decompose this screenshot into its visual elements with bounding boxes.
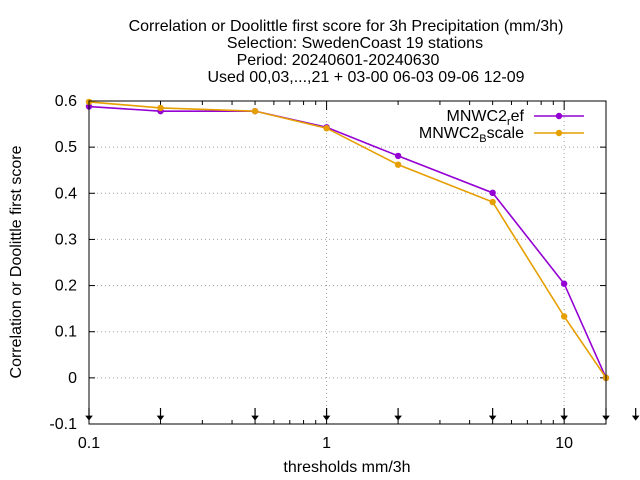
x-axis-ticks: 0.1 1 10	[78, 101, 573, 452]
series-line-2	[88, 101, 607, 379]
series-2-point	[157, 104, 164, 112]
title-line-1: Correlation or Doolittle first score for…	[129, 18, 564, 35]
y-tick-label: 0.6	[55, 93, 77, 110]
title-line-4: Used 00,03,...,21 + 03-00 06-03 09-06 12…	[207, 69, 524, 86]
title-line-2: Selection: SwedenCoast 19 stations	[227, 35, 483, 52]
x-tick-label: 0.1	[78, 435, 100, 452]
threshold-marker-arrowhead	[631, 415, 640, 421]
threshold-marker-arrowhead	[488, 415, 497, 421]
plot-frame	[88, 100, 607, 425]
y-axis-label: Correlation or Doolittle first score	[8, 145, 25, 378]
series-line-1	[88, 105, 607, 379]
threshold-marker-arrowhead	[251, 415, 259, 421]
y-tick-label: 0.1	[55, 324, 77, 341]
y-tick-label: 0	[68, 370, 77, 387]
y-tick-label: -0.1	[49, 416, 77, 433]
threshold-markers	[85, 408, 640, 421]
chart-title: Correlation or Doolittle first score for…	[129, 18, 564, 86]
series-1-point	[394, 152, 402, 160]
x-tick-label: 10	[555, 435, 573, 452]
legend-swatch-point-2	[555, 129, 563, 137]
y-axis-ticks: 0.6 0.5 0.4 0.3 0.2 0.1 0 -0.1	[49, 93, 606, 433]
series-2-point	[560, 313, 568, 320]
data-series	[85, 98, 610, 382]
legend-label-1: MNWC2ref	[447, 108, 525, 128]
series-2-point	[323, 125, 330, 132]
title-line-3: Period: 20240601-20240630	[237, 52, 440, 69]
series-1-point	[560, 280, 568, 287]
series-1-point	[489, 189, 496, 197]
series-2-point	[489, 198, 496, 206]
legend-swatch-point-1	[555, 112, 563, 120]
y-tick-label: 0.2	[55, 278, 77, 295]
grid-lines	[89, 101, 606, 424]
y-tick-label: 0.3	[55, 231, 77, 248]
threshold-marker-arrowhead	[156, 415, 165, 421]
legend-label-2: MNWC2Bscale	[419, 125, 524, 145]
x-tick-label: 1	[322, 435, 331, 452]
y-tick-label: 0.4	[55, 185, 77, 202]
series-2-point	[394, 161, 402, 168]
x-axis-label: thresholds mm/3h	[283, 459, 410, 476]
y-tick-label: 0.5	[55, 139, 77, 156]
series-2-point	[251, 107, 259, 115]
threshold-marker-arrowhead	[394, 415, 402, 421]
